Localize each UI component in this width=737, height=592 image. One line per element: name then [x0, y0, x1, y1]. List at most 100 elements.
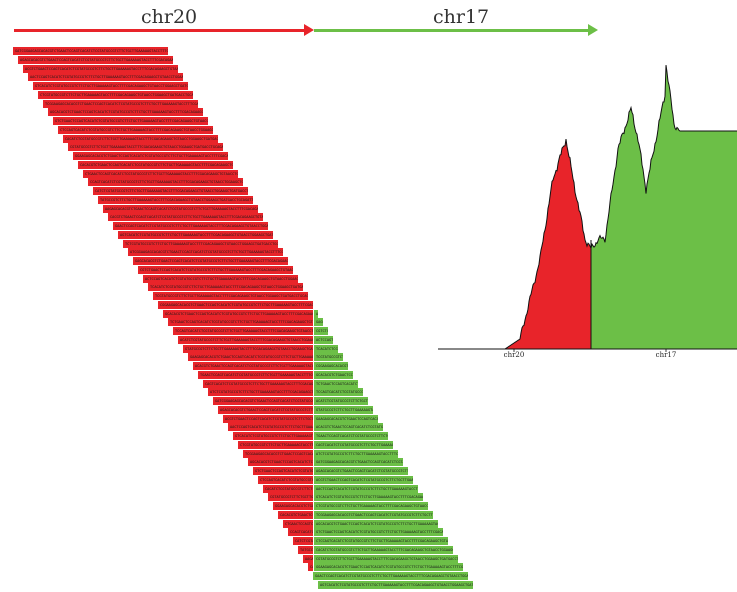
chr17-read: CTCCAGTCACATCTCGTATGCCGTCTTCTGCTTGAAAAAG… — [314, 537, 448, 545]
chr20-read: TATGCCGTCTTCTGCTTGAAAAAGTACCTTTCGACAGAAG… — [298, 545, 313, 554]
chr20-read: GTCACATCTCGTATGCCGTCTTCTGCTTGAAAAAGTACCT… — [233, 432, 313, 440]
chr17-read: AACTCCAGTCACATCTCGTATGCCGTCTTCTGCTTGAAAA… — [314, 484, 418, 493]
chr20-read: ACGTCTGAACTCCAGTCACATCTCGTATGCCGTCTTCTGC… — [23, 64, 178, 73]
chr20-read: GAGCACACGTCTGAACTCCAGTCACATCTCGTATGCCGTC… — [133, 257, 288, 265]
chr17-read: CGTCTGAACTCCAGTCACATCTCGTATGCCGTCTTCTGCT… — [314, 327, 328, 335]
chr17-read: CGTATGCCGTCTTCTGCTTGAAAAAGTACCTTTCGACAGA… — [314, 554, 458, 563]
chr20-read: TCACATCTCGTATGCCGTCTTCTGCTTGAAAAAGTACCTT… — [148, 283, 303, 292]
chr20-read: CTCGTATGCCGTCTTCTGCTTGAAAAAGTACCTTTCGACA… — [238, 440, 313, 449]
chr17-arrow-line — [314, 29, 590, 32]
chr20-arrow-head — [304, 24, 314, 36]
chr20-read: CGTATGCCGTCTTCTGCTTGAAAAAGTACCTTTCGACAGA… — [268, 493, 313, 502]
chr20-read: TCCAGTCACATCTCGTATGCCGTCTTCTGCTTGAAAAAGT… — [173, 327, 313, 335]
chr20-read: GTCTGAACTCCAGTCACATCTCGTATGCCGTCTTCTGCTT… — [53, 117, 208, 125]
chr20-read: CATCTCGTATGCCGTCTTCTGCTTGAAAAAGTACCTTTCG… — [93, 187, 248, 195]
chr20-read: TCTGAACTCCAGTCACATCTCGTATGCCGTCTTCTGCTTG… — [168, 318, 313, 327]
chr17-read: GATCGGAAGAGCACACGTCTGAACTCCAGTCACATCTCGT… — [314, 458, 403, 467]
chr20-read: ACACGTCTGAACTCCAGTCACATCTCGTATGCCGTCTTCT… — [193, 362, 313, 370]
chr20-read: CTGAACTCCAGTCACATCTCGTATGCCGTCTTCTGCTTGA… — [283, 519, 313, 528]
chr17-read: GAGCACACGTCTGAACTCCAGTCACATCTCGTATGCCGTC… — [314, 318, 323, 327]
chr20-read: CCAGTCACATCTCGTATGCCGTCTTCTGCTTGAAAAAGTA… — [88, 178, 243, 187]
chr17-read: TGAACTCCAGTCACATCTCGTATGCCGTCTTCTGCTTGAA… — [314, 432, 388, 440]
chr20-read: CACGTCTGAACTCCAGTCACATCTCGTATGCCGTCTTCTG… — [308, 563, 313, 572]
chr17-arrow-head — [588, 24, 598, 36]
chr20-read: CACACGTCTGAACTCCAGTCACATCTCGTATGCCGTCTTC… — [278, 510, 313, 519]
chr20-read: AGAGCACACGTCTGAACTCCAGTCACATCTCGTATGCCGT… — [18, 55, 173, 64]
chr20-read: TCGGAAGAGCACACGTCTGAACTCCAGTCACATCTCGTAT… — [43, 99, 198, 108]
chr20-read: GAACTCCAGTCACATCTCGTATGCCGTCTTCTGCTTGAAA… — [113, 222, 268, 230]
chr20-read: CATCTCGTATGCCGTCTTCTGCTTGAAAAAGTACCTTTCG… — [293, 537, 313, 545]
chr17-coverage-area — [591, 65, 737, 349]
chr17-read: TCCAGTCACATCTCGTATGCCGTCTTCTGCTTGAAAAAGT… — [314, 388, 363, 397]
chr17-read: GAACTCCAGTCACATCTCGTATGCCGTCTTCTGCTTGAAA… — [313, 572, 468, 580]
chr17-read: GAAGAGCACACGTCTGAACTCCAGTCACATCTCGTATGCC… — [314, 414, 378, 423]
chr17-header-label: chr17 — [433, 6, 490, 28]
chr20-read: ATCGGAAGAGCACACGTCTGAACTCCAGTCACATCTCGTA… — [128, 248, 283, 257]
coverage-outline — [438, 65, 737, 350]
chr17-read: AGAGCACACGTCTGAACTCCAGTCACATCTCGTATGCCGT… — [314, 467, 408, 475]
chr20-read: GCACACGTCTGAACTCCAGTCACATCTCGTATGCCGTCTT… — [163, 309, 313, 318]
chr20-read: GTCACATCTCGTATGCCGTCTTCTGCTTGAAAAAGTACCT… — [33, 82, 188, 90]
chr17-read: GTATGCCGTCTTCTGCTTGAAAAAGTACCTTTCGACAGAA… — [314, 405, 373, 414]
chr17-read: GTCTGAACTCCAGTCACATCTCGTATGCCGTCTTCTGCTT… — [314, 528, 443, 537]
chr20-read: GATCGGAAGAGCACACGTCTGAACTCCAGTCACATCTCGT… — [13, 47, 168, 55]
chr20-coverage-area — [505, 139, 591, 349]
chr17-axis-label: chr17 — [656, 351, 677, 359]
chr20-read: CACATCTCGTATGCCGTCTTCTGCTTGAAAAAGTACCTTT… — [263, 484, 313, 493]
chr17-read: ACGTCTGAACTCCAGTCACATCTCGTATGCCGTCTTCTGC… — [314, 475, 413, 484]
chr20-read: CACGTCTGAACTCCAGTCACATCTCGTATGCCGTCTTCTG… — [108, 213, 263, 222]
chr20-header-label: chr20 — [141, 6, 198, 28]
chr20-read: AAGAGCACACGTCTGAACTCCAGTCACATCTCGTATGCCG… — [303, 554, 313, 563]
chr20-read: GTCTGAACTCCAGTCACATCTCGTATGCCGTCTTCTGCTT… — [253, 467, 313, 475]
chr17-read: GGAAGAGCACACGTCTGAACTCCAGTCACATCTCGTATGC… — [314, 563, 463, 572]
chr17-read: CACATCTCGTATGCCGTCTTCTGCTTGAAAAAGTACCTTT… — [314, 545, 453, 554]
chr17-read: ATCGGAAGAGCACACGTCTGAACTCCAGTCACATCTCGTA… — [314, 309, 318, 318]
chr17-read: TCTGAACTCCAGTCACATCTCGTATGCCGTCTTCTGCTTG… — [314, 379, 358, 388]
chr20-read: GAAGAGCACACGTCTGAACTCCAGTCACATCTCGTATGCC… — [188, 353, 313, 362]
chr20-read: AACTCCAGTCACATCTCGTATGCCGTCTTCTGCTTGAAAA… — [28, 73, 183, 82]
chr20-read: ACGTCTGAACTCCAGTCACATCTCGTATGCCGTCTTCTGC… — [223, 414, 313, 423]
chr20-read: GGAAGAGCACACGTCTGAACTCCAGTCACATCTCGTATGC… — [273, 502, 313, 510]
chr17-read: TCGTATGCCGTCTTCTGCTTGAAAAAGTACCTTTCGACAG… — [314, 353, 343, 362]
chr20-read: CACATCTCGTATGCCGTCTTCTGCTTGAAAAAGTACCTTT… — [63, 134, 218, 143]
chr17-read: TCGGAAGAGCACACGTCTGAACTCCAGTCACATCTCGTAT… — [314, 510, 433, 519]
chr17-read: ATCTCGTATGCCGTCTTCTGCTTGAAAAAGTACCTTTCGA… — [314, 449, 398, 458]
chr17-read: GTCACATCTCGTATGCCGTCTTCTGCTTGAAAAAGTACCT… — [314, 493, 423, 502]
chr20-axis-label: chr20 — [504, 351, 525, 359]
chr20-read: CGGAAGAGCACACGTCTGAACTCCAGTCACATCTCGTATG… — [158, 300, 313, 309]
chr20-read: GATCGGAAGAGCACACGTCTGAACTCCAGTCACATCTCGT… — [213, 397, 313, 405]
chr20-read: AGCACACGTCTGAACTCCAGTCACATCTCGTATGCCGTCT… — [248, 458, 313, 467]
chr20-arrow-line — [14, 29, 306, 32]
chr20-read: TATGCCGTCTTCTGCTTGAAAAAGTACCTTTCGACAGAAG… — [98, 195, 253, 204]
chr20-read: AGCACACGTCTGAACTCCAGTCACATCTCGTATGCCGTCT… — [48, 108, 203, 117]
chr17-read: AGCACACGTCTGAACTCCAGTCACATCTCGTATGCCGTCT… — [314, 519, 438, 528]
chr17-read: CGGAAGAGCACACGTCTGAACTCCAGTCACATCTCGTATG… — [314, 362, 348, 370]
chr20-read: AAGAGCACACGTCTGAACTCCAGTCACATCTCGTATGCCG… — [103, 204, 258, 213]
chr20-read: CTCGTATGCCGTCTTCTGCTTGAAAAAGTACCTTTCGACA… — [38, 90, 193, 99]
chr17-read: CTCGTATGCCGTCTTCTGCTTGAAAAAGTACCTTTCGACA… — [314, 502, 428, 510]
chr17-read: ACATCTCGTATGCCGTCTTCTGCTTGAAAAAGTACCTTTC… — [314, 397, 368, 405]
chr20-read: CAGTCACATCTCGTATGCCGTCTTCTGCTTGAAAAAGTAC… — [203, 379, 313, 388]
chr20-read: TCGTATGCCGTCTTCTGCTTGAAAAAGTACCTTTCGACAG… — [153, 292, 308, 300]
chr20-read: GTATGCCGTCTTCTGCTTGAAAAAGTACCTTTCGACAGAA… — [183, 344, 313, 353]
chr17-read: ACACGTCTGAACTCCAGTCACATCTCGTATGCCGTCTTCT… — [314, 423, 383, 432]
chr20-read: CGTATGCCGTCTTCTGCTTGAAAAAGTACCTTTCGACAGA… — [68, 143, 223, 152]
chr20-read: AGTCACATCTCGTATGCCGTCTTCTGCTTGAAAAAGTACC… — [118, 230, 273, 239]
chr17-read: GCACACGTCTGAACTCCAGTCACATCTCGTATGCCGTCTT… — [314, 370, 353, 379]
chr20-read: GGAAGAGCACACGTCTGAACTCCAGTCACATCTCGTATGC… — [73, 152, 228, 160]
chr17-read: CAGTCACATCTCGTATGCCGTCTTCTGCTTGAAAAAGTAC… — [314, 440, 393, 449]
chr17-read: AGTCACATCTCGTATGCCGTCTTCTGCTTGAAAAAGTACC… — [318, 580, 473, 589]
chr20-read: ACTCCAGTCACATCTCGTATGCCGTCTTCTGCTTGAAAAA… — [143, 274, 298, 283]
chr20-read: TGAACTCCAGTCACATCTCGTATGCCGTCTTCTGCTTGAA… — [198, 370, 313, 379]
chr20-read: CTCCAGTCACATCTCGTATGCCGTCTTCTGCTTGAAAAAG… — [58, 125, 213, 134]
chr20-read: ATCTCGTATGCCGTCTTCTGCTTGAAAAAGTACCTTTCGA… — [208, 388, 313, 397]
chr20-read: ACATCTCGTATGCCGTCTTCTGCTTGAAAAAGTACCTTTC… — [178, 335, 313, 344]
chr17-read: TCACATCTCGTATGCCGTCTTCTGCTTGAAAAAGTACCTT… — [314, 344, 338, 353]
chr20-read: CTCCAGTCACATCTCGTATGCCGTCTTCTGCTTGAAAAAG… — [258, 475, 313, 484]
chr20-read: TCTCGTATGCCGTCTTCTGCTTGAAAAAGTACCTTTCGAC… — [123, 239, 278, 248]
chr20-read: TCGGAAGAGCACACGTCTGAACTCCAGTCACATCTCGTAT… — [243, 449, 313, 458]
chr20-read: CCAGTCACATCTCGTATGCCGTCTTCTGCTTGAAAAAGTA… — [288, 528, 313, 537]
chr17-read: ACTCCAGTCACATCTCGTATGCCGTCTTCTGCTTGAAAAA… — [314, 335, 333, 344]
